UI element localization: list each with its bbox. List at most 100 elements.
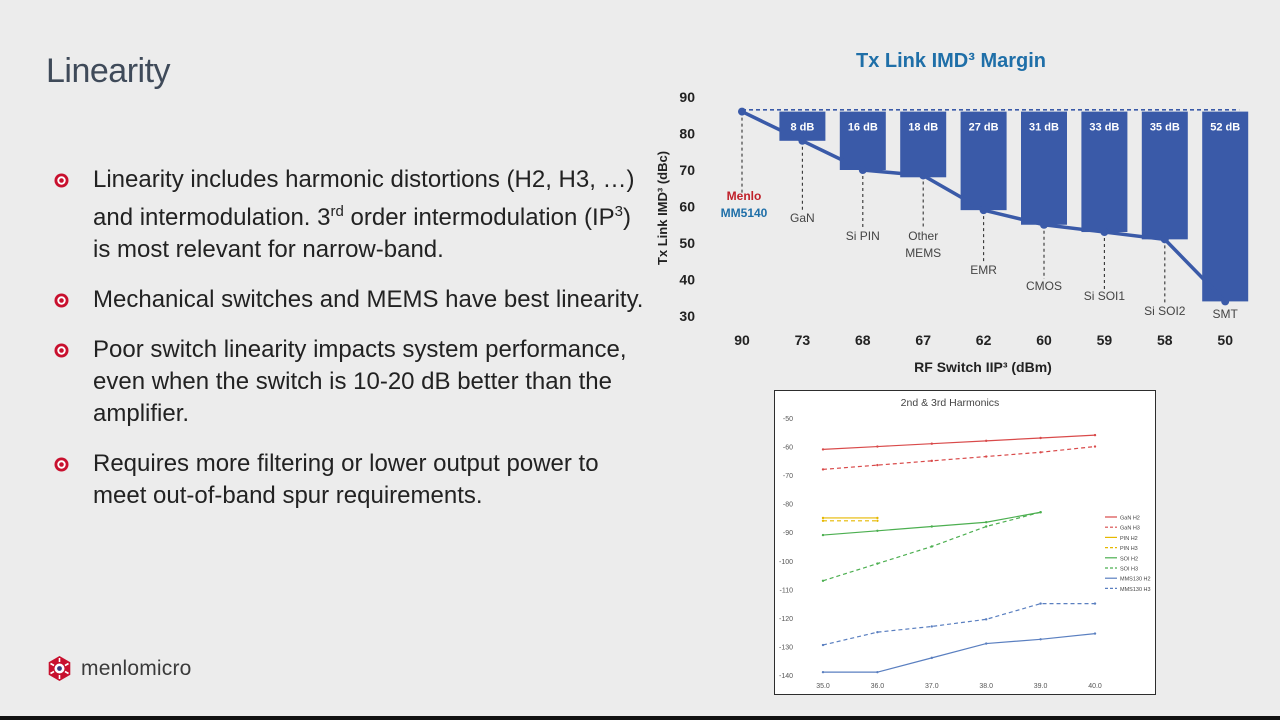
bullet-item-1: Linearity includes harmonic distortions … [54,164,644,266]
chart2-point-1-4 [1039,451,1042,454]
chart2-point-0-3 [985,439,988,443]
chart1-point-5 [1040,220,1048,229]
chart2-point-0-2 [930,442,933,445]
bullet-text-2: Mechanical switches and MEMS have best l… [93,286,644,313]
chart2-point-1-5 [1093,445,1097,448]
chart2-series-0 [822,434,1096,451]
chart2-point-6-2 [930,656,933,660]
chart2-legend-label-5: SOI H3 [1120,567,1138,573]
chart1-margin-label-7: 35 dB [1150,122,1180,134]
bullet-text-1c: ) is most relevant for narrow-band. [93,204,631,263]
chart1-ylabel: Tx Link IMD³ (dBc) [655,151,670,265]
chart1-ytick-3: 60 [679,199,695,215]
bottom-bar [0,716,1280,720]
harmonics-chart-frame: 2nd & 3rd Harmonics -50 -60 -70 -80 -90 -100 -… [774,390,1156,695]
bullet-sup-3: 3 [614,203,623,220]
chart2-point-0-5 [1093,433,1097,437]
chart1-margin-bar-3 [900,111,947,178]
company-logo: menlomicro [46,655,192,682]
harmonics-chart: 2nd & 3rd Harmonics -50 -60 -70 -80 -90 -100 -… [779,397,1151,690]
chart2-xtick-3: 38.0 [979,683,993,690]
chart1-xtick-0: 90 [734,332,750,348]
chart2-point-4-1 [876,529,879,532]
chart2-series-4 [822,511,1041,536]
chart1-margin-label-4: 27 dB [969,122,999,134]
chart2-legend-label-3: PIN H3 [1120,546,1138,552]
logo-text: menlomicro [81,656,192,680]
target-bullet-icon [54,343,69,358]
chart1-point-label-3: Other [908,229,938,243]
chart1-xtick-7: 58 [1157,332,1173,348]
chart2-xtick-4: 39.0 [1034,683,1048,690]
chart2-ytick-3: -80 [783,502,793,509]
imd3-margin-chart: Tx Link IMD³ Margin Tx Link IMD³ (dBc) R… [655,50,1249,375]
chart2-point-7-4 [1039,602,1042,605]
chart1-ytick-5: 80 [679,126,695,142]
chart2-ytick-7: -120 [779,616,793,623]
chart1-point-label-3-b: MEMS [905,246,941,260]
chart2-point-6-3 [985,642,988,645]
chart2-legend-label-1: GaN H3 [1120,526,1140,532]
chart2-point-1-3 [985,455,988,458]
bullet-text-3: Poor switch linearity impacts system per… [93,336,627,427]
chart2-xtick-2: 37.0 [925,683,939,690]
chart1-ytick-4: 70 [679,162,695,178]
chart2-point-0-0 [821,448,825,451]
chart1-margin-bar-6 [1081,111,1128,233]
chart1-title: Tx Link IMD³ Margin [856,50,1046,72]
chart2-legend-label-0: GaN H2 [1120,516,1140,522]
chart1-margin-bar-1 [779,111,826,141]
chart2-series-1 [822,445,1096,470]
chart2-series-6 [823,632,1096,673]
chart2-point-5-3 [985,525,988,528]
chart1-point-4 [979,206,988,215]
chart1-point-label-0: Menlo [727,189,762,203]
chart1-margin-label-5: 31 dB [1029,122,1059,134]
chart2-point-5-4 [1039,511,1042,514]
chart1-point-label-4: EMR [970,263,997,277]
chart2-ytick-0: -50 [783,416,793,423]
bullet-text-1a: Linearity includes harmonic distortions … [93,166,635,231]
chart1-point-label-2: Si PIN [846,229,880,243]
chart2-point-7-3 [985,618,988,621]
chart1-margin-label-3: 18 dB [908,122,938,134]
chart2-ytick-1: -60 [783,445,793,452]
target-bullet-icon [54,293,69,308]
chart1-margin-bar-7 [1141,111,1188,240]
chart1-point-6 [1100,228,1109,237]
chart2-point-0-1 [876,445,879,448]
chart2-ytick-2: -70 [783,473,793,480]
chart1-xtick-6: 59 [1097,332,1113,348]
chart1-xtick-3: 67 [915,332,931,348]
chart1-point-label-7: Si SOI2 [1144,304,1186,318]
chart1-margin-bar-4 [960,111,1007,211]
chart2-xtick-0: 35.0 [816,683,830,690]
chart2-point-4-2 [930,525,933,528]
chart2-xtick-5: 40.0 [1088,683,1102,690]
chart2-point-7-0 [821,643,825,647]
chart1-point-label-6: Si SOI1 [1084,289,1126,303]
chart1-point-0 [738,107,746,116]
chart1-point-label-8: SMT [1213,307,1239,321]
chart2-point-1-1 [876,463,879,467]
chart2-ytick-8: -130 [779,644,793,651]
chart1-point-1 [798,136,807,145]
chart2-ytick-4: -90 [783,530,793,537]
chart1-xtick-4: 62 [976,332,992,348]
chart1-xtick-2: 68 [855,332,871,348]
bullet-list: Linearity includes harmonic distortions … [54,164,644,530]
chart1-margin-bar-5 [1021,111,1067,225]
chart1-ytick-2: 50 [679,235,695,251]
chart2-point-6-1 [876,670,879,674]
chart2-point-7-2 [930,625,933,628]
chart2-point-7-1 [876,630,879,634]
target-bullet-icon [54,173,69,188]
chart1-margin-bar-2 [839,111,886,170]
chart2-legend-label-7: MMS130 H3 [1120,587,1151,593]
bullet-text-4: Requires more filtering or lower output … [93,450,599,509]
target-bullet-icon [54,457,69,472]
chart2-point-0-4 [1039,436,1042,440]
chart2-ytick-9: -140 [779,673,793,680]
chart1-point-3 [919,171,928,180]
chart1-xtick-8: 50 [1217,332,1233,348]
